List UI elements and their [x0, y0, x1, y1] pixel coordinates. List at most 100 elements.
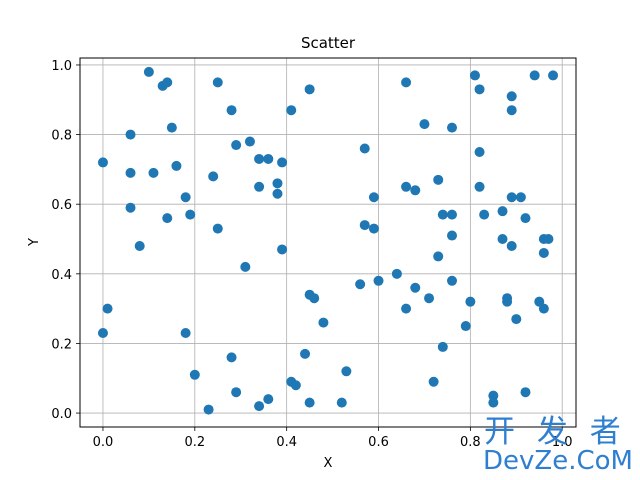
data-point: [488, 390, 499, 401]
data-point: [460, 321, 471, 332]
data-point: [212, 77, 223, 88]
y-tick-label: 0.0: [51, 407, 72, 422]
data-point: [474, 181, 485, 192]
data-point: [368, 223, 379, 234]
data-point: [231, 387, 242, 398]
data-point: [290, 380, 301, 391]
data-point: [543, 234, 554, 245]
data-point: [520, 213, 531, 224]
data-point: [359, 220, 370, 231]
data-point: [272, 188, 283, 199]
data-point: [304, 84, 315, 95]
data-point: [447, 122, 457, 133]
y-axis-label: Y: [27, 238, 42, 247]
data-point: [226, 352, 237, 363]
data-point: [497, 234, 508, 245]
y-tick-label: 0.2: [51, 337, 72, 352]
watermark-chinese: 开 发 者: [484, 414, 627, 450]
data-point: [538, 247, 549, 258]
data-point: [185, 209, 196, 220]
data-point: [226, 105, 237, 116]
data-point: [208, 171, 219, 182]
data-point: [355, 279, 366, 290]
data-point: [401, 181, 412, 192]
data-point: [465, 296, 476, 307]
data-point: [97, 328, 108, 339]
data-point: [166, 122, 177, 133]
data-point: [497, 206, 508, 217]
x-tick-label: 0.6: [368, 435, 389, 450]
data-point: [277, 244, 288, 255]
x-tick-label: 1.0: [552, 435, 573, 450]
data-point: [424, 293, 435, 304]
y-tick-label: 0.8: [51, 129, 72, 144]
data-point: [419, 119, 430, 130]
data-point: [254, 153, 265, 164]
data-point: [474, 146, 485, 157]
data-point: [240, 261, 251, 272]
data-point: [180, 328, 191, 339]
data-point: [506, 240, 517, 251]
data-point: [368, 192, 379, 203]
x-tick-label: 0.2: [184, 435, 205, 450]
data-point: [538, 303, 549, 314]
axis-ticks: 0.0 0.2 0.4 0.6 0.8 1.0 0.0 0.2 0.4 0.6 0.8 1.0: [51, 59, 572, 450]
data-point: [469, 70, 480, 81]
x-tick-label: 0.4: [276, 435, 297, 450]
data-point: [428, 376, 439, 387]
data-point: [125, 167, 136, 178]
data-point: [286, 105, 297, 116]
y-tick-label: 0.6: [51, 198, 72, 213]
data-point: [515, 192, 526, 203]
data-point: [433, 251, 444, 262]
data-point: [272, 178, 283, 189]
data-point: [520, 387, 531, 398]
data-point: [410, 185, 421, 196]
data-point: [506, 192, 517, 203]
data-point: [447, 275, 457, 286]
data-point: [502, 296, 513, 307]
data-point: [529, 70, 540, 81]
data-point: [309, 293, 320, 304]
data-point: [125, 129, 136, 140]
data-point: [336, 397, 347, 408]
data-point: [437, 341, 448, 352]
y-tick-label: 1.0: [51, 59, 72, 74]
data-point: [102, 303, 113, 314]
data-points: [97, 66, 559, 415]
data-point: [511, 314, 522, 325]
data-point: [254, 181, 265, 192]
data-point: [244, 136, 255, 147]
data-point: [171, 160, 182, 171]
data-point: [318, 317, 329, 328]
data-point: [263, 394, 274, 405]
grid: [80, 58, 576, 427]
data-point: [506, 91, 517, 102]
data-point: [180, 192, 191, 203]
x-tick-label: 0.0: [93, 435, 114, 450]
data-point: [148, 167, 159, 178]
data-point: [212, 223, 223, 234]
watermark-domain: DevZe.CoM: [483, 446, 633, 476]
data-point: [125, 202, 136, 213]
data-point: [479, 209, 490, 220]
data-point: [548, 70, 559, 81]
data-point: [203, 404, 214, 415]
data-point: [189, 369, 200, 380]
chart-title: Scatter: [301, 34, 356, 52]
x-tick-label: 0.8: [460, 435, 481, 450]
y-tick-label: 0.4: [51, 268, 72, 283]
data-point: [254, 401, 265, 412]
data-point: [447, 230, 457, 241]
x-axis-label: X: [324, 456, 333, 471]
data-point: [277, 157, 288, 168]
data-point: [410, 282, 421, 293]
data-point: [506, 105, 517, 116]
data-point: [401, 77, 412, 88]
data-point: [143, 66, 154, 77]
data-point: [488, 397, 499, 408]
data-point: [447, 209, 457, 220]
data-point: [401, 303, 412, 314]
data-point: [162, 213, 173, 224]
data-point: [134, 240, 145, 251]
